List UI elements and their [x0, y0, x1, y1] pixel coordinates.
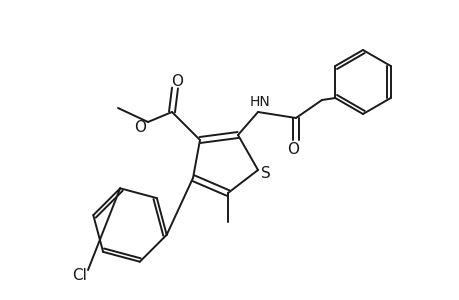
Text: O: O: [171, 74, 183, 88]
Text: HN: HN: [249, 95, 270, 109]
Text: S: S: [261, 166, 270, 181]
Text: Cl: Cl: [73, 268, 87, 283]
Text: O: O: [286, 142, 298, 157]
Text: O: O: [134, 119, 146, 134]
